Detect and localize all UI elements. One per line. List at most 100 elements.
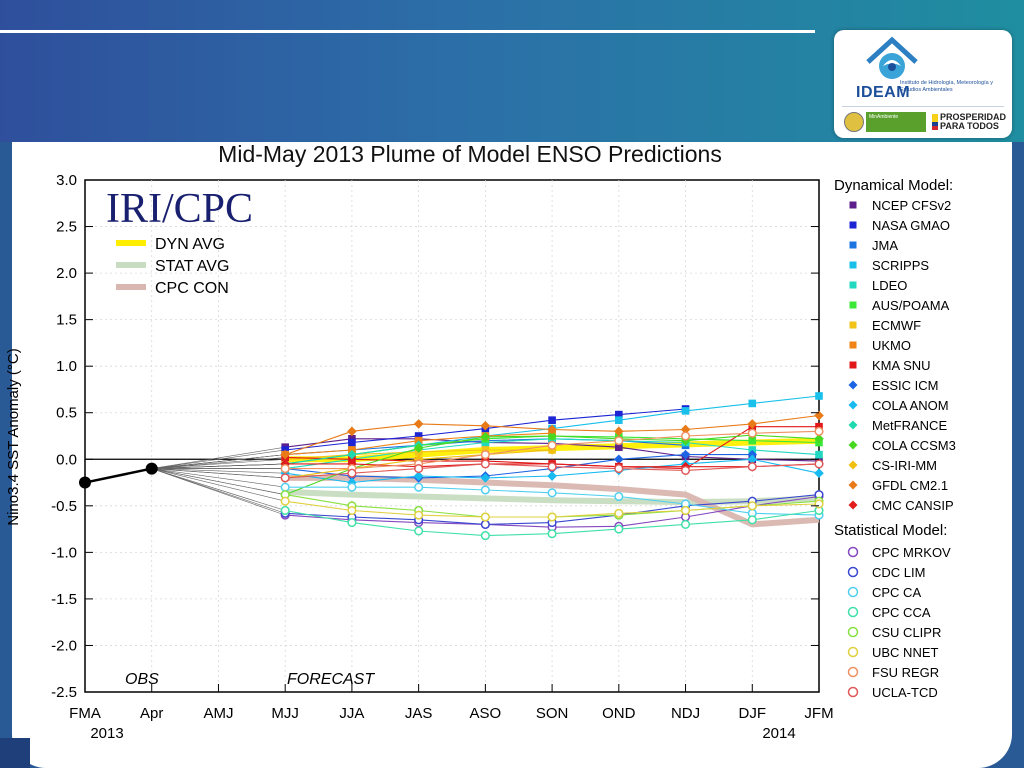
data-point <box>280 505 290 516</box>
legend-swatch <box>849 301 857 309</box>
legend-label: ESSIC ICM <box>872 378 938 393</box>
data-point <box>547 440 557 450</box>
fan-line <box>151 449 286 469</box>
data-point <box>480 485 490 495</box>
data-point <box>348 438 356 447</box>
y-tick-label: -1.0 <box>51 544 77 561</box>
data-point <box>814 459 824 469</box>
colombia-seal-icon <box>844 112 864 132</box>
x-tick-label: DJF <box>739 705 767 722</box>
data-point <box>680 449 691 460</box>
legend-swatch <box>847 546 859 558</box>
data-point <box>748 436 757 445</box>
data-point <box>747 462 757 472</box>
y-tick-label: 1.0 <box>56 358 77 375</box>
data-point <box>680 465 691 475</box>
legend-label: SCRIPPS <box>872 258 929 273</box>
data-point <box>547 462 557 472</box>
data-point <box>615 416 623 424</box>
data-point <box>814 499 824 509</box>
data-point <box>280 496 290 506</box>
series-ucla-tcd <box>280 459 824 483</box>
data-point <box>280 473 290 483</box>
legend-swatch <box>849 221 857 229</box>
series-ubc-nnet <box>280 496 824 522</box>
y-tick-label: -1.5 <box>51 591 77 608</box>
legend-swatch <box>848 420 858 430</box>
data-point <box>747 428 757 438</box>
data-point <box>414 432 423 440</box>
data-point <box>414 482 424 492</box>
data-point <box>814 426 824 436</box>
data-point <box>480 432 491 442</box>
data-point <box>547 471 557 481</box>
average-legend-label: CPC CON <box>155 280 229 297</box>
legend-swatch <box>848 440 858 450</box>
banner-rule <box>0 30 815 33</box>
data-point <box>480 531 490 541</box>
data-point <box>614 508 624 518</box>
legend-swatch <box>847 566 859 578</box>
legend-label: CS-IRI-MM <box>872 458 937 473</box>
fan-line <box>151 468 286 479</box>
legend-swatch <box>848 500 858 510</box>
y-tick-label: 2.0 <box>56 265 77 282</box>
data-point <box>814 433 824 444</box>
legend-swatch <box>847 586 859 598</box>
data-point <box>614 426 624 437</box>
data-point <box>480 519 490 529</box>
fan-line <box>151 468 286 495</box>
data-point <box>480 450 490 460</box>
x-tick-label: Apr <box>140 705 163 722</box>
data-point <box>614 524 624 534</box>
data-point <box>347 468 357 478</box>
data-point <box>815 392 823 400</box>
data-point <box>681 407 690 415</box>
legend-swatch <box>847 666 859 678</box>
legend-label: UBC NNET <box>872 645 939 660</box>
legend-swatch <box>849 361 857 369</box>
ministry-logo: MinAmbiente <box>866 112 926 132</box>
chart-card <box>12 142 1012 768</box>
data-point <box>815 450 823 459</box>
fan-line <box>151 468 286 488</box>
data-point <box>280 449 290 460</box>
data-point <box>547 424 557 435</box>
data-point <box>480 420 491 431</box>
legend-swatch <box>847 686 859 698</box>
legend-label: UKMO <box>872 338 911 353</box>
fan-line <box>151 457 286 469</box>
data-point <box>680 519 691 529</box>
y-tick-label: -2.0 <box>51 637 77 654</box>
forecast-fan-lines <box>151 446 286 516</box>
legend-swatch <box>849 321 857 329</box>
data-point <box>680 505 691 516</box>
x-tick-label: JJA <box>339 705 364 722</box>
legend-label: CSU CLIPR <box>872 625 941 640</box>
data-point <box>347 449 357 460</box>
series-line <box>285 454 753 479</box>
observed-point <box>145 462 158 475</box>
prosperidad-line1: PROSPERIDAD <box>940 112 1007 122</box>
ideam-wordmark: IDEAM <box>856 84 911 101</box>
average-line <box>285 474 820 528</box>
legend-label: GFDL CM2.1 <box>872 478 948 493</box>
flag-icon <box>932 114 938 130</box>
prosperidad-logo: PROSPERIDAD PARA TODOS <box>940 113 1006 131</box>
x-tick-label: JAS <box>405 705 433 722</box>
watermark-iri-cpc: IRI/CPC <box>106 186 253 232</box>
logo-panel: IDEAM Instituto de Hidrología, Meteorolo… <box>834 30 1012 138</box>
data-point <box>347 426 357 437</box>
data-point <box>614 491 624 502</box>
average-legend-label: STAT AVG <box>155 258 229 275</box>
legend-title-dynamical: Dynamical Model: <box>834 177 953 194</box>
fan-line <box>151 468 286 514</box>
x-tick-label: SON <box>536 705 569 722</box>
y-tick-label: -0.5 <box>51 498 77 515</box>
series-cpc-ca <box>280 482 824 520</box>
fan-line <box>151 458 286 469</box>
data-point <box>747 419 758 429</box>
x-tick-label: FMA <box>69 705 101 722</box>
legend-label: CDC LIM <box>872 565 925 580</box>
legend-title-statistical: Statistical Model: <box>834 522 947 539</box>
